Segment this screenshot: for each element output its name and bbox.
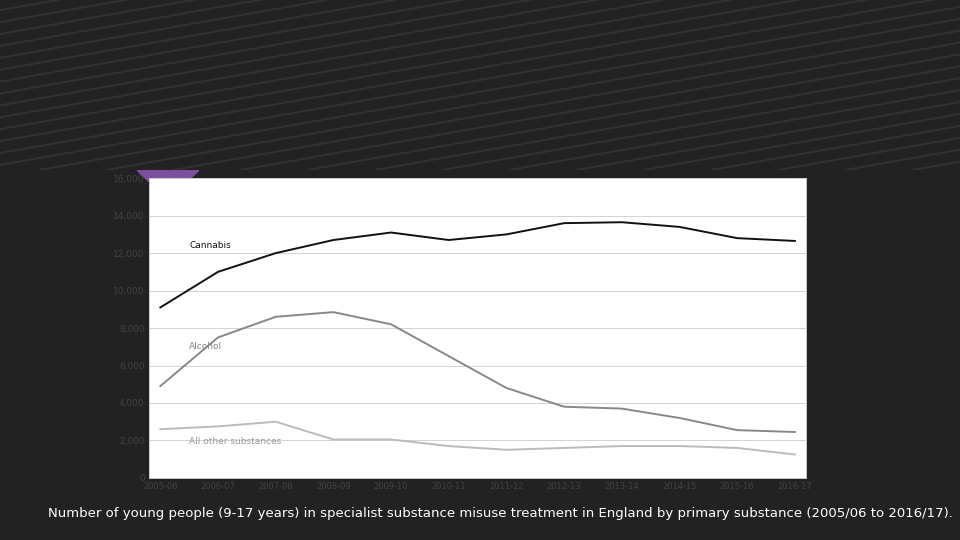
Text: All other substances: All other substances — [189, 437, 281, 446]
Text: Number of young people (9-17 years) in specialist substance misuse treatment in : Number of young people (9-17 years) in s… — [48, 507, 953, 519]
Text: Cannabis: Cannabis — [189, 240, 231, 249]
Text: Alcohol: Alcohol — [189, 342, 223, 350]
Polygon shape — [136, 170, 200, 200]
